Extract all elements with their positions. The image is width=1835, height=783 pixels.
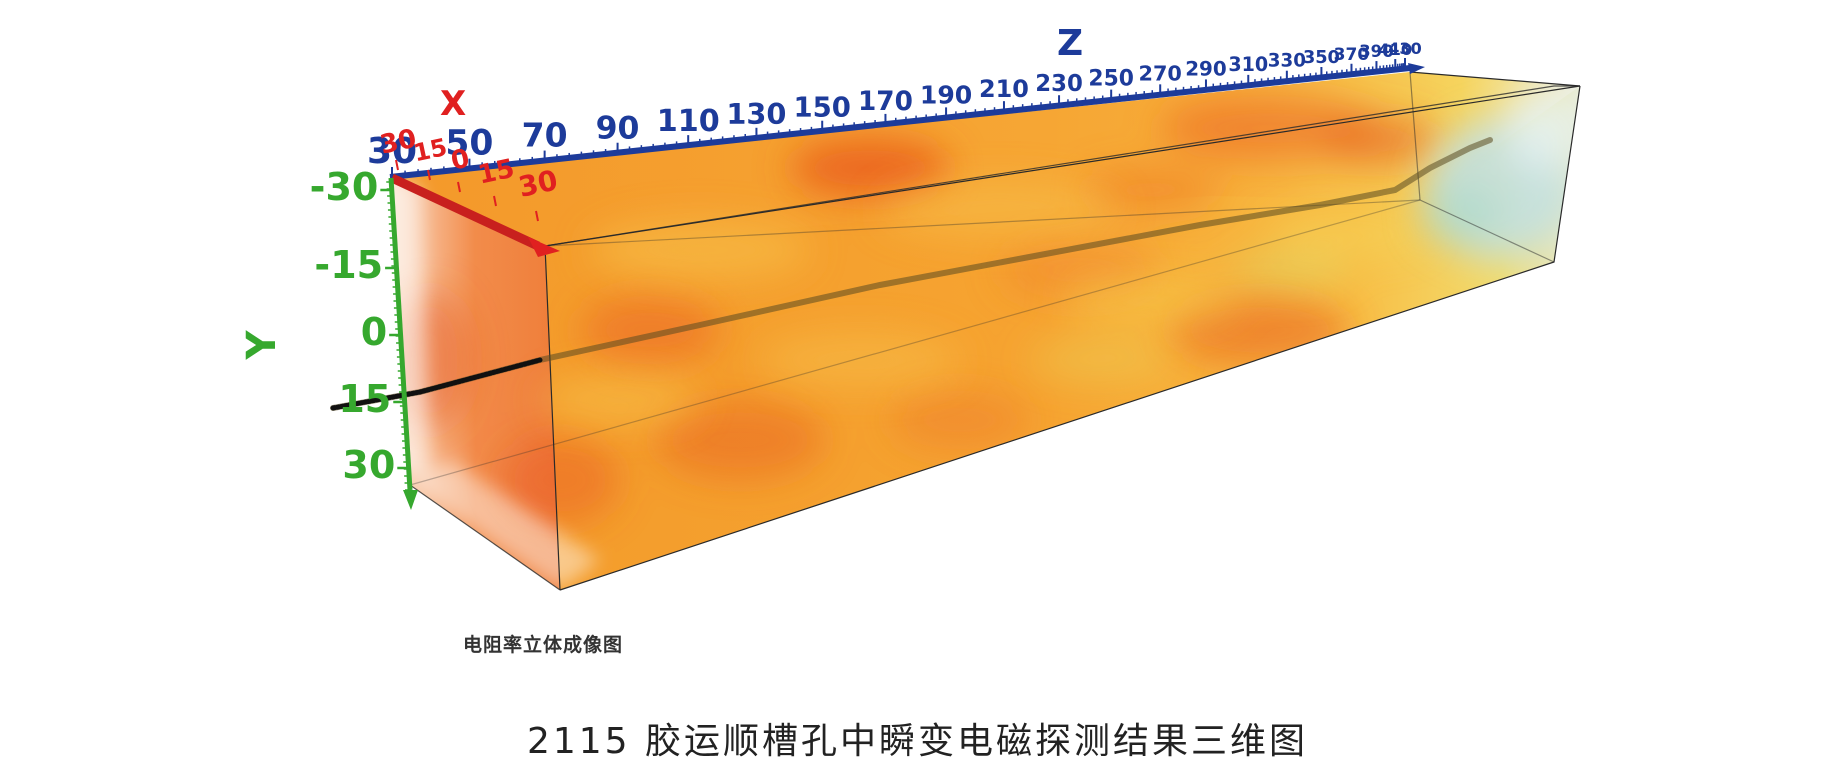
volume-wireframe (389, 71, 1581, 591)
z-tick-label: 230 (1035, 71, 1083, 97)
z-tick-label: 170 (858, 87, 913, 117)
z-tick-label: 150 (794, 92, 851, 124)
x-tick-label: 15 (476, 154, 518, 191)
z-tick-label: 410 (1378, 40, 1412, 59)
z-tick-label: 330 (1268, 51, 1306, 72)
z-tick-label: 110 (657, 104, 720, 139)
y-tick-label: 0 (361, 310, 387, 354)
z-tick-label: 70 (522, 116, 568, 155)
z-axis-label: Z (1057, 23, 1083, 64)
z-tick-label: 350 (1303, 48, 1340, 68)
x-axis-label: X (440, 84, 466, 124)
z-tick-label: 310 (1228, 53, 1268, 76)
z-axis-arrow (1408, 63, 1425, 74)
z-tick-label: 430 (1388, 39, 1421, 58)
z-tick-label: 50 (445, 124, 493, 164)
z-tick-label: 90 (596, 111, 640, 147)
y-tick-label: -30 (310, 165, 379, 209)
y-axis-arrow (403, 490, 418, 510)
y-tick-label: 15 (338, 377, 391, 421)
figure-caption: 2115 胶运顺槽孔中瞬变电磁探测结果三维图 (526, 721, 1309, 762)
x-tick-label: 15 (411, 133, 449, 167)
z-axis: 30 50 70 90 110 130 150 170 190 210 230 250 270 290 31… (367, 23, 1425, 180)
z-tick-label: 30 (367, 131, 417, 172)
y-tick-label: -15 (314, 243, 383, 287)
z-tick-label: 370 (1334, 45, 1370, 65)
y-tick-label: 30 (342, 443, 395, 487)
y-axis: -30 -15 0 15 30 Y (239, 165, 418, 510)
z-tick-label: 270 (1138, 61, 1181, 85)
x-tick-label: 30 (378, 124, 420, 161)
x-tick-label: 30 (516, 164, 561, 204)
z-tick-label: 290 (1185, 57, 1227, 80)
x-axis-arrow (528, 237, 560, 257)
y-axis-label: Y (239, 329, 285, 360)
z-tick-label: 250 (1088, 67, 1134, 92)
x-tick-label: 0 (448, 144, 472, 177)
z-tick-label: 190 (920, 80, 972, 109)
image-caption: 电阻率立体成像图 (463, 634, 624, 656)
borehole-trace (330, 137, 1493, 411)
z-tick-label: 390 (1359, 42, 1394, 61)
z-tick-label: 210 (979, 75, 1029, 103)
z-tick-label: 130 (726, 97, 786, 131)
